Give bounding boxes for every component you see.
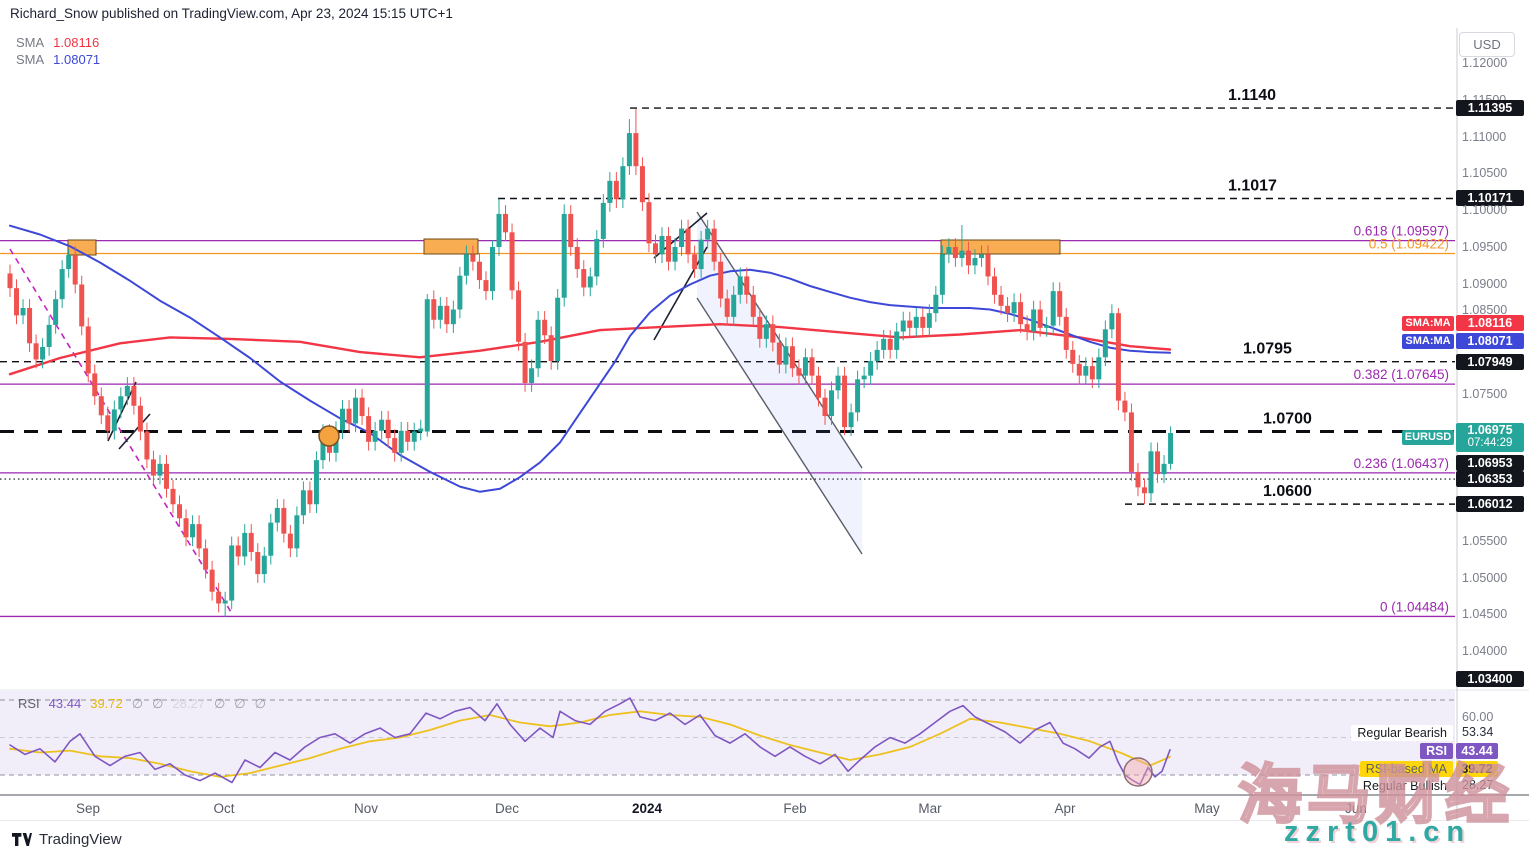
tradingview-logo-icon [12,833,32,846]
rsi-legend-item: 28.27 [172,696,205,711]
price-axis-badge: 1.07949 [1456,353,1524,370]
price-axis-badge: 1.08071 [1456,333,1524,349]
price-axis-label: 1.09000 [1462,276,1508,291]
highlight-circle [318,425,340,447]
price-axis-label: 1.04000 [1462,644,1508,658]
rsi-band [0,691,1455,775]
time-axis-label: May [1194,801,1220,816]
rsi-legend-item: ∅ [254,696,266,711]
price-axis-label: 1.04500 [1462,607,1508,622]
level-label: 1.1140 [1228,87,1276,104]
price-axis-label: 1.05000 [1462,570,1508,585]
price-axis-label: 60.00 [1462,710,1494,724]
legend-value: 1.08071 [53,52,101,67]
fib-label: 0.382 (1.07645) [1354,367,1449,382]
price-axis-label: 1.07500 [1462,386,1508,401]
fib-label: 0 (1.04484) [1380,599,1449,614]
rsi-legend-item: 39.72 [90,696,123,711]
sma-legend: SMA 1.08116 SMA 1.08071 [16,34,100,68]
tradingview-wordmark: TradingView [39,831,122,848]
rsi-legend-item: ∅ [234,696,246,711]
rsi-label-rsi: RSI [1420,743,1453,759]
level-label: 1.0700 [1263,411,1312,428]
price-axis-badge: 1.06353 [1456,471,1524,488]
price-axis-label: 1.10000 [1462,203,1508,217]
legend-label: SMA [16,52,45,67]
tradingview-attribution[interactable]: TradingView [12,831,122,848]
rsi-line [9,697,1171,786]
fib-label: 0.5 (1.09422) [1369,236,1449,251]
supply-zone [423,238,479,255]
pattern-line [653,246,708,341]
price-axis-badge: 43.44 [1456,743,1498,759]
price-axis-label: 28.27 [1462,778,1494,792]
legend-label: SMA [16,35,45,50]
level-label: 1.0795 [1243,341,1292,358]
price-axis-label: 1.12000 [1462,56,1508,70]
legend-value: 1.08116 [53,35,100,50]
sma-slow-line [8,323,1172,376]
price-axis-label: 1.11000 [1462,129,1507,144]
pattern-line [107,381,137,442]
price-axis-badge: 39.72 [1456,761,1498,777]
price-axis-label: 53.34 [1462,725,1494,739]
price-axis-label: 1.05500 [1462,533,1508,548]
channel-line [696,297,863,555]
time-axis-label: Dec [494,801,520,816]
time-axis-label: Sep [75,801,101,816]
level-label: 1.0600 [1263,483,1312,500]
downtrend-line [9,248,232,613]
time-axis-label: Nov [353,801,379,816]
currency-toggle-button[interactable]: USD [1459,32,1515,57]
legend-row-sma-1: SMA 1.08116 [16,34,100,51]
time-axis-label: Feb [783,801,807,816]
price-axis-badge: 1.03400 [1456,671,1524,687]
current-price-badge: 1.06975 07:44:29 [1456,423,1524,452]
rsi-legend-item: 43.44 [48,696,82,711]
rsi-highlight-circle [1123,757,1153,787]
price-axis-badge: 1.11395 [1456,100,1524,117]
price-axis-label: 1.08500 [1462,303,1508,317]
pattern-line [118,413,151,450]
level-label: 1.1017 [1228,178,1277,195]
rsi-legend-item: RSI [18,696,40,711]
rsi-legend-item: ∅ [213,696,226,711]
publish-caption: Richard_Snow published on TradingView.co… [10,6,453,21]
time-axis-label: Jun [1345,801,1367,816]
rsi-ma-line [9,710,1171,778]
rsi-label-regular-bearish: Regular Bearish [1351,725,1453,741]
candlestick-series [7,108,1174,617]
sma-ma-badge: SMA:MA [1402,333,1454,349]
rsi-label-rsi-based-ma: RSI-based MA [1359,761,1453,777]
fib-label: 0.236 (1.06437) [1354,456,1449,471]
legend-row-sma-2: SMA 1.08071 [16,51,100,68]
current-price-value: 1.06975 [1467,423,1513,437]
fib-label: 0.618 (1.09597) [1354,224,1449,239]
rsi-label-regular-bullish: Regular Bullish [1356,778,1453,794]
watermark-chinese: 海马财经 [1237,758,1514,833]
price-axis-label: 1.10500 [1462,166,1508,181]
rsi-legend-item: ∅ [131,696,144,711]
rsi-legend-item: ∅ [152,696,164,711]
time-axis-label: 2024 [631,801,663,816]
time-axis-label: Mar [918,801,942,816]
channel-fill [697,212,862,554]
time-axis-label: Apr [1054,801,1076,816]
price-axis-badge: 1.08116 [1456,315,1524,331]
bar-countdown: 07:44:29 [1467,437,1513,449]
price-axis-badge: 1.10171 [1456,190,1524,207]
watermark-url: zzrt01.cn [1284,816,1472,848]
price-axis-badge: 1.06953 [1456,455,1524,471]
time-axis-label: Oct [213,801,235,816]
price-axis-label: 1.09500 [1462,239,1508,254]
sma-ma-badge: SMA:MA [1402,315,1454,331]
price-axis-badge: 1.06012 [1456,496,1524,513]
rsi-indicator-legend: RSI 43.44 39.72 ∅ ∅ 28.27 ∅ ∅ ∅ [18,696,266,712]
supply-zone [940,239,1061,255]
sma-fast-line [9,224,1171,493]
symbol-badge: EURUSD [1402,429,1454,445]
